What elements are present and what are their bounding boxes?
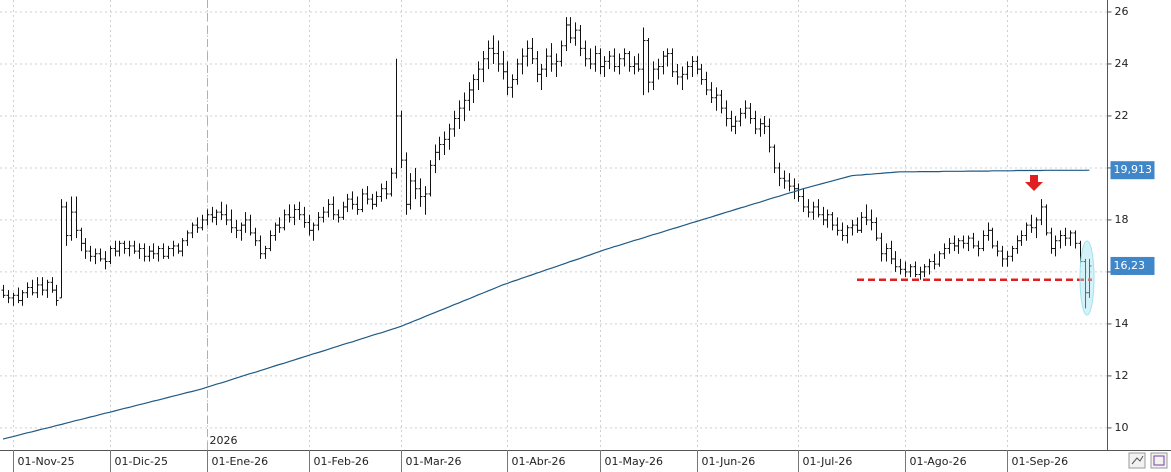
last-value-box (1110, 256, 1155, 275)
x-tick-label: 01-Abr-26 (512, 455, 566, 468)
y-tick-label: 10 (1115, 421, 1129, 434)
x-tick-label: 01-Feb-26 (314, 455, 369, 468)
x-tick-label: 01-Jul-26 (803, 455, 853, 468)
y-tick-label: 24 (1115, 57, 1129, 70)
y-tick-label: 18 (1115, 213, 1129, 226)
x-tick-label: 01-Ene-26 (212, 455, 269, 468)
x-tick-label: 01-Sep-26 (1012, 455, 1069, 468)
last-value-box (1110, 161, 1155, 180)
highlight (1079, 240, 1095, 316)
x-tick-label: 01-May-26 (605, 455, 663, 468)
y-tick-label: 14 (1115, 317, 1129, 330)
x-tick-label: 01-Nov-25 (18, 455, 75, 468)
save-icon (1153, 455, 1165, 466)
moving-average (2, 169, 1090, 440)
y-tick-label: 22 (1115, 109, 1129, 122)
red-arrow (1025, 175, 1043, 191)
last-value-label: 16,23 (1114, 259, 1146, 272)
y-tick-label: 12 (1115, 369, 1129, 382)
save-button[interactable] (1150, 452, 1168, 469)
year-label: 2026 (210, 434, 238, 447)
zoom-icon (1131, 455, 1144, 465)
last-value-label: 19,913 (1114, 163, 1153, 176)
x-tick-label: 01-Mar-26 (406, 455, 462, 468)
x-tick-label: 01-Jun-26 (702, 455, 756, 468)
x-tick-label: 01-Dic-25 (115, 455, 169, 468)
x-tick-label: 01-Ago-26 (910, 455, 967, 468)
plot (1, 17, 1092, 440)
zoom-button[interactable] (1128, 452, 1146, 469)
y-tick-label: 26 (1115, 5, 1129, 18)
toolbar[interactable] (1128, 452, 1168, 469)
